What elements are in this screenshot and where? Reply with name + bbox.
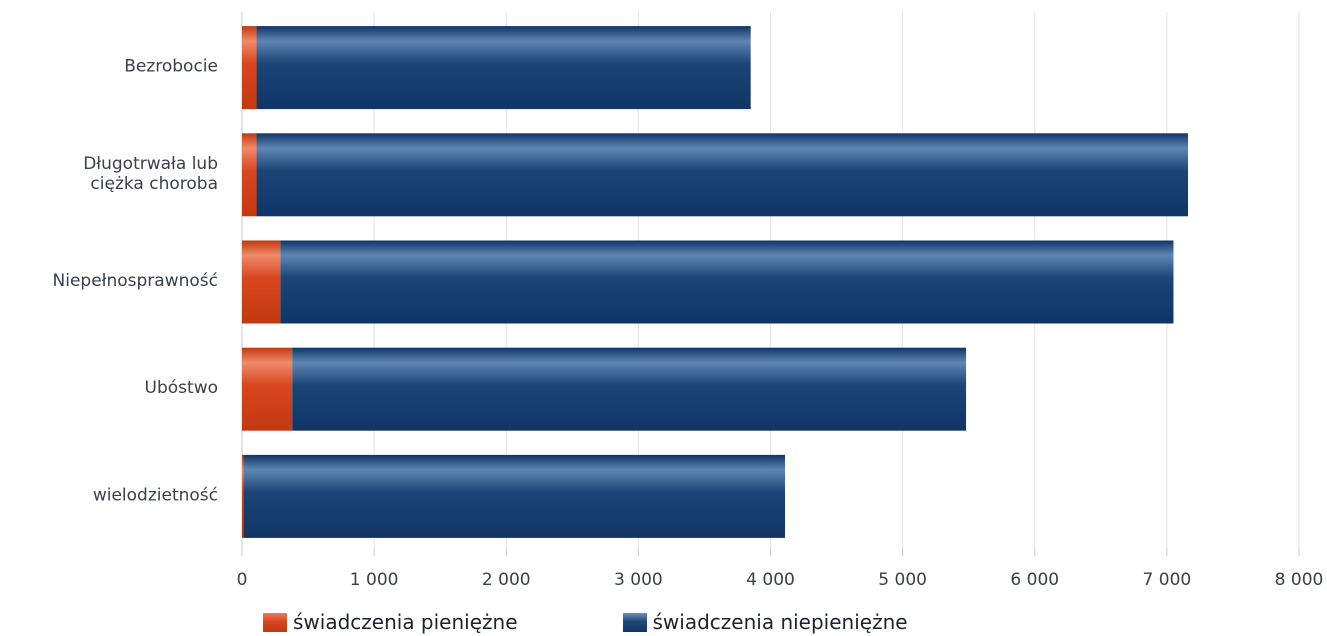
legend-swatch-cash: [263, 612, 287, 632]
bar-noncash: [292, 347, 967, 431]
bar-cash: [242, 240, 281, 324]
x-tick-label: 1 000: [350, 570, 399, 590]
x-tick-label: 4 000: [746, 570, 795, 590]
bar-noncash: [280, 240, 1174, 324]
legend: świadczenia pieniężne świadczenia niepie…: [263, 608, 908, 636]
legend-item-cash: świadczenia pieniężne: [263, 610, 518, 634]
x-tick-label: 5 000: [878, 570, 927, 590]
category-label: wielodzietność: [93, 485, 218, 505]
x-tick-label: 6 000: [1010, 570, 1059, 590]
x-tick-label: 3 000: [614, 570, 663, 590]
x-tick-label: 2 000: [482, 570, 531, 590]
bar-cash: [242, 133, 257, 217]
category-label: Niepełnosprawność: [53, 271, 219, 291]
category-label: ciężka choroba: [90, 174, 218, 194]
legend-label-cash: świadczenia pieniężne: [293, 610, 518, 634]
legend-label-noncash: świadczenia niepieniężne: [652, 610, 908, 634]
category-label: Ubóstwo: [145, 378, 218, 398]
legend-item-noncash: świadczenia niepieniężne: [622, 610, 908, 634]
category-label: Bezrobocie: [124, 57, 218, 77]
x-tick-label: 8 000: [1275, 570, 1324, 590]
legend-swatch-noncash: [622, 612, 647, 632]
bar-noncash: [256, 26, 751, 110]
bar-noncash: [243, 454, 786, 538]
x-tick-label: 7 000: [1143, 570, 1192, 590]
bar-cash: [242, 347, 293, 431]
bar-cash: [242, 454, 244, 538]
category-label: Długotrwała lub: [83, 154, 218, 174]
bar-chart: 0 1 000 2 000 3 000 4 000 5 000 6 000 7 000 8 00…: [53, 12, 1324, 590]
bar-cash: [242, 26, 257, 110]
x-tick-label: 0: [237, 570, 248, 590]
bar-noncash: [256, 133, 1189, 217]
